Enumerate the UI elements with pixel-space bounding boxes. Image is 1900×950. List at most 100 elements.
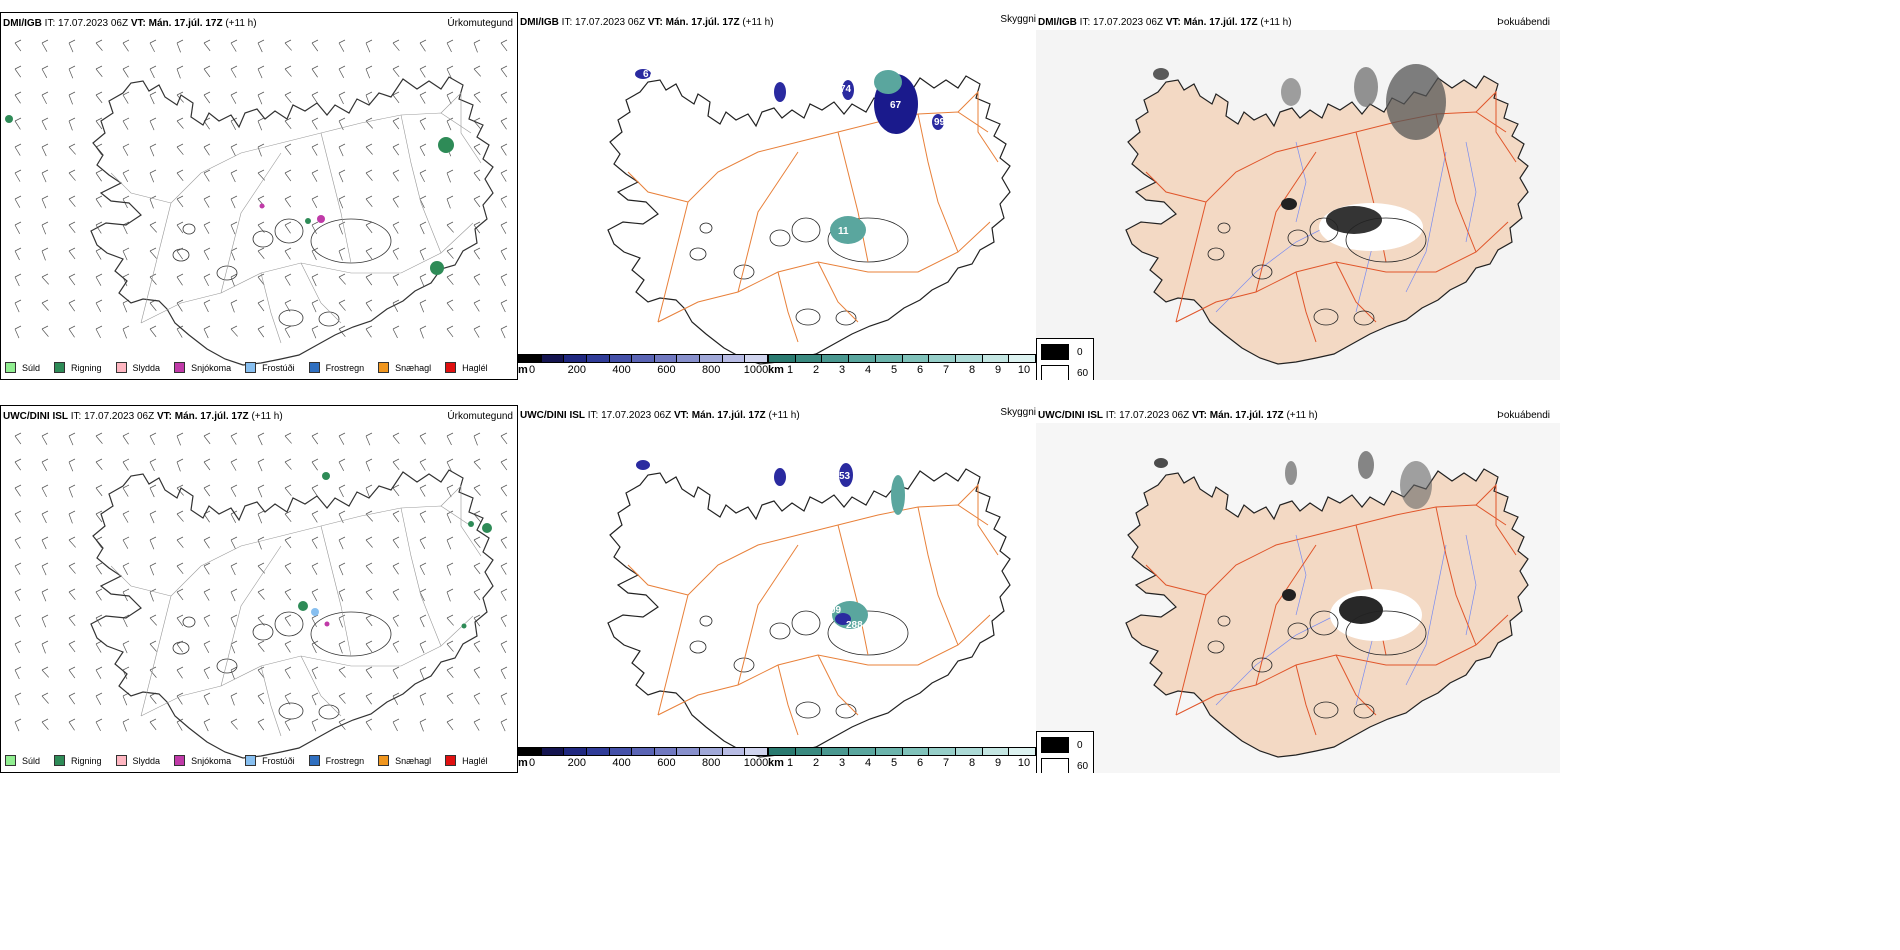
fog-title: Þokuábendi (1497, 410, 1550, 421)
legend-label: Snæhagl (395, 755, 432, 766)
colorbar-tick-label: 800 (702, 757, 721, 769)
unit-km: km (768, 757, 784, 769)
colorbar-tick-label: 800 (702, 364, 721, 376)
colorbar-cell (519, 748, 542, 755)
fog-legend: 0 60 (1036, 338, 1094, 380)
visibility-colorbar-km: km 1 2 3 4 5 6 7 8 9 10 (768, 354, 1036, 376)
wind-barb (149, 510, 157, 524)
wind-barb (365, 65, 373, 79)
wind-barb (41, 273, 50, 285)
wind-barb (311, 143, 319, 156)
wind-barb (230, 169, 238, 183)
wind-barb (500, 299, 508, 313)
wind-barb (95, 65, 103, 77)
wind-barb (338, 195, 346, 209)
wind-barb (419, 614, 427, 628)
wind-barb (419, 299, 427, 313)
wind-barb (365, 484, 373, 498)
it-value: 17.07.2023 06Z (58, 18, 129, 29)
colorbar-cell (677, 748, 701, 755)
wind-barb (203, 432, 211, 445)
wind-barb (392, 484, 400, 497)
legend-swatch (445, 362, 457, 373)
colorbar-cell (769, 748, 796, 755)
wind-barb (446, 247, 454, 259)
wind-barb (122, 718, 130, 732)
legend-item: Súld (5, 755, 40, 766)
wind-barb (500, 458, 508, 471)
glacier-outline (172, 248, 190, 262)
it-label: IT: (44, 18, 56, 29)
panel-header: UWC/DINI ISL IT: 17.07.2023 06Z VT: Mán.… (3, 411, 283, 422)
colorbar-tick-label: 3 (838, 364, 846, 376)
wind-barb (419, 325, 427, 339)
road (140, 222, 474, 324)
glacier-outline (699, 222, 713, 234)
wind-barb (338, 588, 346, 602)
wind-barb (41, 325, 49, 337)
wind-barb (41, 718, 49, 730)
wind-barb (311, 484, 319, 497)
visibility-value-labels: 67 74 67 99 11 (643, 69, 946, 237)
wind-barb (176, 247, 184, 260)
wind-barb (473, 536, 481, 548)
wind-barb (203, 221, 211, 234)
wind-barb (473, 718, 481, 731)
wind-barb (419, 221, 427, 235)
wind-barb (203, 325, 211, 339)
wind-barb (230, 65, 238, 78)
legend-item: Snæhagl (378, 755, 431, 766)
legend-swatch (54, 362, 66, 373)
wind-barb (392, 299, 400, 312)
wind-barb (392, 640, 400, 653)
vt-label: VT: (1165, 17, 1181, 28)
wind-barb (392, 692, 400, 705)
wind-barb (311, 536, 319, 549)
wind-barb (473, 562, 481, 575)
fog-title: Þokuábendi (1497, 17, 1550, 28)
wind-barb (203, 718, 211, 732)
wind-barb (41, 39, 49, 52)
wind-barb (41, 247, 49, 261)
wind-barb (311, 325, 319, 339)
wind-barb (392, 117, 400, 130)
visibility-cells (636, 460, 905, 629)
iceland-land (1125, 468, 1529, 758)
wind-barb (500, 614, 508, 627)
legend-label: Súld (22, 362, 41, 373)
wind-barb (365, 510, 374, 522)
colorbar-tick-label: 1000 (743, 757, 769, 769)
wind-barb (500, 666, 508, 680)
wind-barb (149, 536, 157, 550)
colorbar-cell (722, 355, 746, 362)
wind-barb (149, 614, 158, 626)
road-network (110, 92, 482, 344)
wind-barb (284, 65, 292, 77)
wind-barb (311, 666, 319, 680)
glacier-outline (733, 657, 755, 673)
legend-swatch (308, 755, 320, 766)
visibility-value-labels: 53 09 288 (830, 471, 863, 631)
colorbar-tick-label: 600 (657, 757, 676, 769)
vt-value: Mán. 17.júl. 17Z (174, 411, 249, 422)
wind-barb (338, 39, 346, 52)
wind-barb (230, 614, 238, 628)
wind-barb (95, 91, 103, 104)
fog-legend-label-0: 0 (1077, 346, 1083, 358)
wind-barb (338, 718, 346, 730)
fog-cells (1154, 451, 1432, 641)
wind-barb (338, 666, 346, 678)
legend-swatch (445, 755, 457, 766)
road (917, 113, 959, 253)
wind-barb (230, 221, 238, 235)
legend-swatch (245, 755, 257, 766)
wind-barb (419, 273, 427, 287)
wind-barb (473, 666, 481, 679)
wind-barb (14, 484, 22, 497)
wind-barb (257, 143, 265, 157)
wind-barb (446, 666, 454, 678)
wind-barb (311, 221, 319, 235)
map-label: 67 (643, 69, 655, 80)
wind-barb (14, 91, 22, 104)
wind-barb (203, 614, 211, 627)
